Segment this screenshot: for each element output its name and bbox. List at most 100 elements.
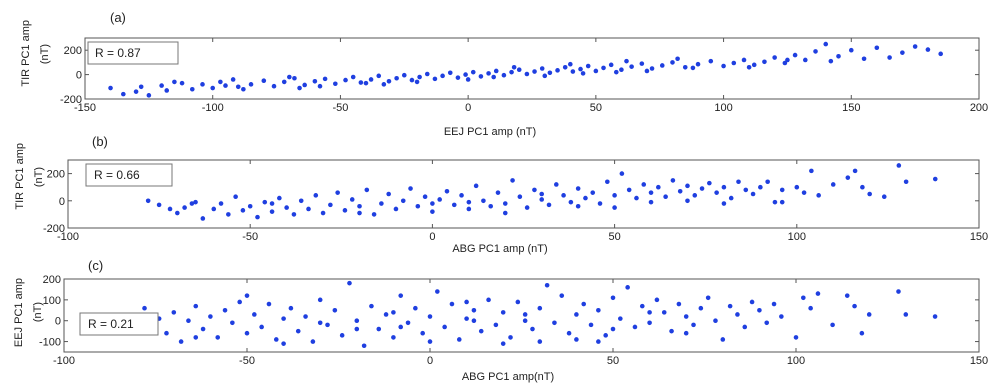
chart-0-data-point — [629, 64, 634, 69]
chart-2-data-point — [749, 299, 755, 305]
chart-0-xtick-label: 0 — [465, 102, 471, 114]
chart-0-x-axis-label: EEJ PC1 amp (nT) — [444, 126, 536, 138]
chart-1-data-point — [328, 202, 333, 208]
chart-0-data-point — [836, 54, 841, 59]
chart-1-data-point — [685, 198, 690, 204]
chart-0-data-point — [493, 68, 499, 74]
chart-1-data-point — [743, 187, 749, 193]
chart-0-data-point — [417, 74, 422, 80]
chart-1-xtick-label: -100 — [57, 231, 79, 243]
chart-2-data-point — [281, 341, 286, 346]
chart-1-y-axis-unit: (nT) — [33, 167, 45, 187]
chart-1-data-point — [867, 191, 872, 197]
chart-2-data-point — [625, 285, 630, 290]
chart-0-data-point — [848, 47, 854, 53]
chart-2-data-point — [215, 335, 221, 340]
chart-1-ytick-label: -200 — [43, 223, 65, 235]
chart-1-data-point — [269, 201, 275, 206]
chart-2-data-point — [815, 291, 821, 296]
chart-2-data-point — [771, 301, 777, 307]
chart-1-data-point — [320, 210, 326, 216]
chart-2-data-point — [420, 330, 425, 336]
chart-0-data-point — [189, 86, 195, 92]
chart-0-xtick-label: -100 — [202, 102, 224, 114]
chart-0-data-point — [555, 68, 560, 73]
chart-1-data-point — [226, 212, 231, 217]
chart-1-data-point — [145, 198, 151, 204]
chart-0-data-point — [414, 79, 420, 85]
chart-1-data-point — [583, 195, 588, 201]
chart-2-data-point — [537, 305, 543, 311]
chart-0-data-point — [925, 47, 931, 52]
chart-2-data-point — [244, 293, 250, 298]
chart-2-data-point — [757, 307, 762, 313]
chart-0-data-point — [146, 93, 152, 98]
chart-1-data-point — [750, 191, 756, 197]
chart-2-data-point — [727, 303, 733, 309]
chart-2-data-point — [252, 312, 257, 317]
chart-0-data-point — [424, 71, 430, 77]
chart-0-data-point — [593, 68, 599, 74]
chart-1-ytick-label: 0 — [59, 196, 65, 208]
chart-0-panel-label: (a) — [110, 10, 126, 25]
chart-1-data-point — [612, 205, 617, 210]
chart-1-data-point — [532, 187, 537, 193]
chart-2-data-point — [581, 301, 587, 307]
chart-1-data-point — [393, 206, 399, 212]
chart-2-data-point — [515, 299, 521, 305]
chart-0-data-point — [772, 55, 777, 60]
chart-2-data-point — [735, 312, 740, 317]
chart-1-data-point — [641, 182, 647, 187]
chart-1-data-point — [816, 193, 821, 198]
chart-2-data-point — [603, 333, 608, 338]
chart-1-data-point — [349, 197, 355, 202]
chart-2-data-point — [332, 307, 338, 313]
chart-2-data-point — [464, 316, 469, 321]
chart-0-data-point — [516, 67, 522, 73]
chart-2-data-point — [742, 324, 748, 330]
chart-0-data-point — [218, 79, 223, 85]
chart-0-data-point — [271, 83, 277, 89]
chart-2-data-point — [705, 295, 711, 301]
chart-0-data-point — [386, 79, 392, 84]
chart-0-data-point — [230, 77, 236, 82]
chart-0-data-point — [828, 58, 834, 64]
chart-1-data-point — [779, 199, 785, 205]
chart-0-data-point — [542, 73, 548, 79]
chart-1-data-point — [364, 187, 370, 193]
chart-0-data-point — [639, 61, 645, 66]
chart-1-x-axis-label: ABG PC1 amp (nT) — [452, 243, 547, 255]
chart-0-data-point — [562, 64, 568, 70]
chart-2-data-point — [618, 316, 623, 321]
chart-0-xtick-label: 100 — [714, 102, 732, 114]
chart-0-data-point — [874, 45, 880, 51]
chart-0-data-point — [409, 77, 415, 83]
chart-0-data-point — [368, 77, 374, 82]
chart-2-data-point — [193, 335, 199, 340]
chart-1-data-point — [801, 190, 807, 195]
chart-2-ytick-label: 100 — [43, 295, 61, 307]
chart-1-data-point — [903, 179, 909, 185]
chart-0-y-axis-unit: (nT) — [39, 44, 51, 64]
chart-0-data-point — [358, 80, 364, 85]
chart-1-data-point — [692, 193, 698, 198]
chart-2-data-point — [559, 293, 565, 298]
chart-0-data-point — [465, 77, 471, 82]
chart-0-data-point — [547, 70, 553, 76]
chart-0-data-point — [721, 63, 726, 69]
chart-2-data-point — [698, 305, 704, 311]
chart-0-data-point — [644, 68, 650, 74]
chart-2-data-point — [574, 337, 579, 342]
chart-2-data-point — [391, 310, 396, 315]
chart-1-data-point — [175, 210, 180, 216]
chart-0-data-point — [524, 71, 530, 77]
chart-0-data-point — [708, 58, 714, 64]
chart-0-data-point — [539, 66, 545, 71]
chart-1-panel-label: (b) — [92, 134, 108, 149]
chart-1-data-point — [809, 168, 814, 174]
chart-0-data-point — [210, 85, 216, 91]
chart-2-data-point — [237, 299, 242, 305]
chart-2-data-point — [142, 305, 147, 311]
chart-2-data-point — [552, 320, 557, 326]
